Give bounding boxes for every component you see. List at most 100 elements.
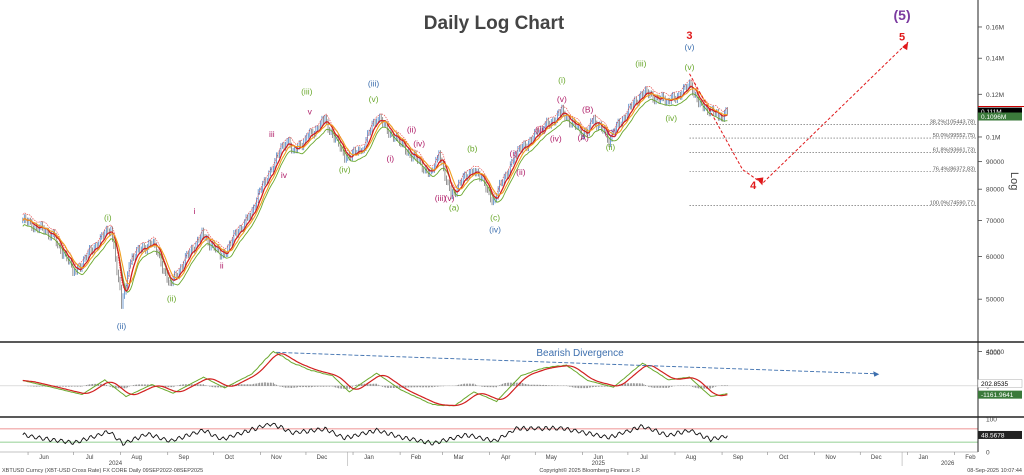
wave-label: iv [281,170,288,180]
wave-label: (iii) [301,86,312,96]
wave-label: ii [220,261,224,271]
y-tick-label: 0.16M [986,24,1004,31]
y-tick-label: 60000 [986,254,1004,261]
macd-value-label: -1161.9641 [981,392,1014,399]
chart-title: Daily Log Chart [424,13,565,34]
moving-average-line [22,88,728,285]
wave-label: (i) [387,154,395,164]
x-tick-label: Dec [871,455,882,461]
wave-label: iii [269,129,275,139]
wave-label: (iii) [368,79,379,89]
wave-3-label: 3 [686,30,692,42]
last-price-tag [978,112,1022,121]
wave-label: v [308,107,313,117]
x-tick-label: Mar [453,455,463,461]
x-year-label: 2026 [941,461,955,467]
macd-value-tag [978,390,1022,399]
y-tick-label: 40000 [986,349,1004,356]
x-tick-label: Sep [178,455,189,461]
y-tick-label: 0.12M [986,92,1004,99]
rsi-line [22,422,728,447]
wave-label: (iii) [435,193,446,203]
y-tick-label: 70000 [986,218,1004,225]
wave-label: (v) [369,94,379,104]
wave-label: (i) [104,212,112,222]
rsi-y-tick-label: 0 [986,450,990,457]
y-tick-label: 50000 [986,297,1004,304]
x-year-label: 2024 [109,461,123,467]
wave-label: (v) [557,94,567,104]
wave-label: (iv) [550,134,562,144]
wave-label: (v) [684,62,694,72]
footer-left: XBTUSD Curncy (XBT-USD Cross Rate) FX CO… [2,468,203,474]
divergence-trendline [276,351,877,375]
footer-right: 08-Sep-2025 10:07:44 [967,468,1022,474]
projection-arrowhead [756,177,764,186]
wave-label: (v) [445,193,455,203]
x-tick-label: Nov [825,455,836,461]
x-tick-label: Aug [131,455,142,461]
x-tick-label: Sep [733,455,744,461]
upper-band-line [22,79,728,290]
x-tick-label: Feb [411,455,422,461]
fib-level-label: 61.8%(93661.73) [933,147,975,153]
x-tick-label: Feb [965,455,976,461]
x-tick-label: Jun [39,455,49,461]
wave-label: (B) [582,105,594,115]
x-tick-label: Dec [317,455,328,461]
wave-label: (a) [449,203,460,213]
y-scale-label: Log [1008,172,1020,190]
footer-center: Copyright© 2025 Bloomberg Finance L.P. [539,467,641,474]
wave-label: (iii) [535,124,546,134]
x-tick-label: Nov [271,455,282,461]
y-tick-label: 80000 [986,187,1004,194]
last-price-tag [978,107,1022,116]
projection-path [689,41,909,185]
wave-label: (iv) [339,164,351,174]
wave-label: (c) [490,212,500,222]
lower-band-line [22,93,728,293]
last-price-label: 0.1096M [981,114,1006,121]
wave-label: (ii) [167,294,177,304]
wave-label: (v) [684,42,694,52]
x-tick-label: Jun [593,455,603,461]
fib-level-label: 50.0%(99552.75) [933,133,975,139]
wave-5-degree-label: (5) [894,7,911,23]
x-tick-label: Oct [779,455,789,461]
x-tick-label: May [546,455,557,461]
rsi-value-label: 48.5678 [981,432,1005,439]
macd-value-tag [977,379,1023,388]
rsi-y-tick-label: 100 [986,417,997,424]
x-tick-label: Apr [501,455,510,461]
x-tick-label: Jan [364,455,374,461]
x-year-label: 2025 [592,461,606,467]
y-tick-label: 90000 [986,159,1004,166]
fib-level-label: 76.4%(86372.83) [933,166,975,172]
macd-signal-line [22,353,728,407]
fib-level-label: 38.2%(105443.78) [930,120,975,126]
wave-5-label: 5 [899,32,905,44]
macd-annotation: Bearish Divergence [536,348,624,359]
x-tick-label: Jul [640,455,648,461]
y-tick-label: 0.1M [986,134,1000,141]
wave-label: i [193,206,195,216]
wave-label: (C) [605,128,617,138]
wave-label: (b) [467,143,478,153]
wave-4-label: 4 [750,180,757,192]
rsi-value-tag [978,430,1022,439]
x-tick-label: Oct [225,455,235,461]
macd-y-tick-label: 5000 [986,350,1001,357]
wave-label: (A) [577,133,589,143]
y-tick-label: 0.14M [986,56,1004,63]
x-tick-label: Jan [918,455,928,461]
wave-label: (iv) [413,139,425,149]
wave-label: (iii) [635,59,646,69]
wave-label: (ii) [407,124,417,134]
macd-value-label: 202.8535 [981,381,1008,388]
x-tick-label: Aug [686,455,697,461]
wave-label: (i) [558,75,566,85]
wave-label: (i) [510,148,518,158]
moving-average-line [22,85,728,292]
wave-label: (ii) [516,167,526,177]
